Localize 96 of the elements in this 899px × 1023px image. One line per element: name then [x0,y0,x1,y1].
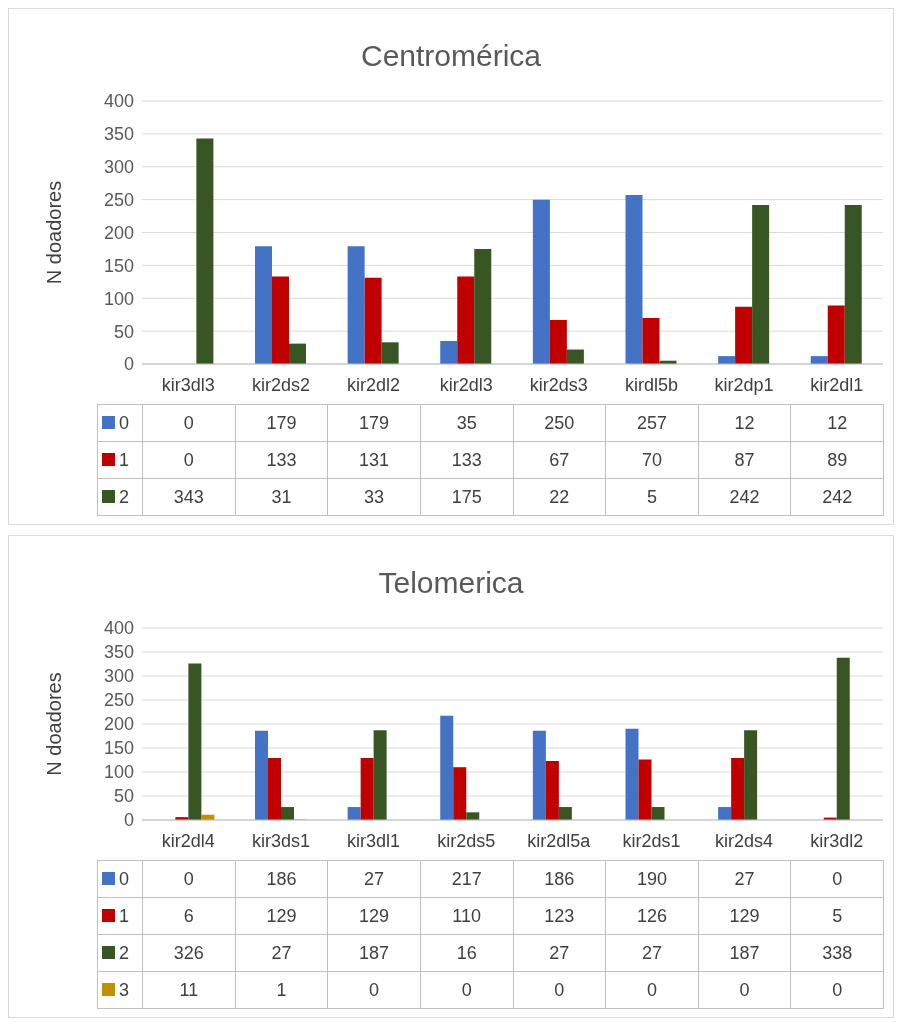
y-tick-label: 250 [103,190,134,211]
x-tick-label: kir2dl2 [347,374,401,395]
y-tick-label: 400 [103,91,134,112]
y-tick-label: 350 [103,124,134,145]
y-tick-label: 150 [103,738,134,759]
data-label: 27 [513,934,606,972]
y-axis-title: N doadores [43,180,66,285]
data-label: 0 [327,971,421,1009]
data-label: 33 [327,478,421,516]
data-label: 190 [605,860,699,898]
y-tick-label: 350 [103,642,134,663]
data-label: 179 [327,404,421,442]
data-label: 11 [142,971,236,1009]
data-label: 123 [513,897,606,935]
data-label: 338 [790,934,884,972]
legend-label: 2 [118,486,130,507]
x-tick-label: kir2dl4 [161,830,215,851]
y-tick-label: 150 [103,255,134,276]
data-label: 129 [235,897,328,935]
data-label: 186 [235,860,328,898]
data-label: 179 [235,404,328,442]
y-tick-label: 50 [113,786,134,807]
data-label: 326 [142,934,236,972]
data-label: 257 [605,404,699,442]
data-label: 242 [698,478,791,516]
data-label: 129 [698,897,791,935]
data-label: 27 [235,934,328,972]
x-tick-label: kir2ds1 [622,830,681,851]
y-tick-label: 0 [123,354,134,375]
data-label: 187 [698,934,791,972]
data-label: 5 [605,478,699,516]
data-label: 87 [698,441,791,479]
y-tick-label: 100 [103,288,134,309]
data-label: 0 [420,971,513,1009]
y-tick-label: 200 [103,222,134,243]
data-label: 343 [142,478,236,516]
legend-label: 1 [118,905,130,926]
data-label: 175 [420,478,513,516]
y-tick-label: 50 [113,321,134,342]
x-tick-label: kir2ds5 [437,830,496,851]
y-tick-label: 300 [103,666,134,687]
chart-title: Centromérica [359,38,543,74]
data-label: 5 [790,897,884,935]
data-label: 16 [420,934,513,972]
data-label: 0 [790,860,884,898]
x-tick-label: kir2ds4 [715,830,774,851]
x-tick-label: kir2ds3 [529,374,588,395]
data-label: 1 [235,971,328,1009]
y-tick-label: 400 [103,618,134,639]
data-label: 0 [790,971,884,1009]
data-label: 250 [513,404,606,442]
y-tick-label: 300 [103,157,134,178]
legend-label: 2 [118,942,130,963]
x-tick-label: kir2dl5a [527,830,592,851]
data-label: 217 [420,860,513,898]
y-tick-label: 200 [103,714,134,735]
data-label: 12 [698,404,791,442]
data-label: 35 [420,404,513,442]
data-label: 89 [790,441,884,479]
data-label: 6 [142,897,236,935]
data-label: 22 [513,478,606,516]
data-label: 133 [235,441,328,479]
data-label: 0 [605,971,699,1009]
data-label: 110 [420,897,513,935]
x-tick-label: kir3ds1 [251,830,310,851]
data-label: 0 [513,971,606,1009]
data-label: 12 [790,404,884,442]
x-tick-label: kir2dp1 [714,374,774,395]
data-label: 31 [235,478,328,516]
data-label: 27 [327,860,421,898]
data-label: 0 [698,971,791,1009]
data-label: 67 [513,441,606,479]
legend-label: 3 [118,979,130,1000]
data-label: 186 [513,860,606,898]
data-label: 70 [605,441,699,479]
data-label: 131 [327,441,421,479]
data-label: 187 [327,934,421,972]
data-label: 27 [698,860,791,898]
x-tick-label: kir3dl1 [347,830,401,851]
x-tick-label: kir2dl1 [810,374,864,395]
y-axis-title: N doadores [43,672,66,776]
data-label: 242 [790,478,884,516]
data-label: 129 [327,897,421,935]
legend-label: 1 [118,449,130,470]
x-tick-label: kir2dl3 [439,374,493,395]
y-tick-label: 100 [103,762,134,783]
y-tick-label: 0 [123,810,134,831]
x-tick-label: kir3dl3 [161,374,215,395]
data-label: 27 [605,934,699,972]
data-label: 133 [420,441,513,479]
y-tick-label: 250 [103,690,134,711]
x-tick-label: kirdl5b [624,374,678,395]
x-tick-label: kir2ds2 [251,374,310,395]
x-tick-label: kir3dl2 [810,830,864,851]
data-label: 126 [605,897,699,935]
chart-title: Telomerica [377,565,525,601]
